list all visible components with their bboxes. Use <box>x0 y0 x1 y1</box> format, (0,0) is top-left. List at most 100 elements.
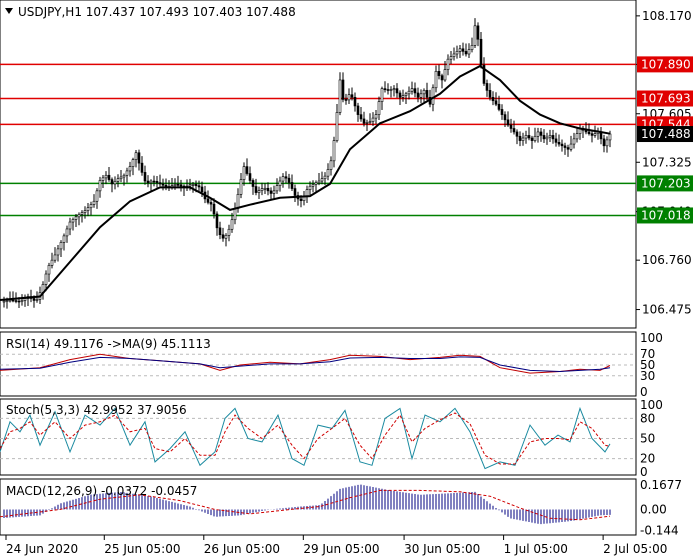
candle-body <box>281 176 285 182</box>
price-layer: 108.170107.890107.605107.325107.040106.7… <box>0 9 693 317</box>
time-tick-label: 29 Jun 05:00 <box>303 542 379 556</box>
candle-body <box>338 79 342 113</box>
candle-body <box>608 133 612 141</box>
candle-body <box>134 152 138 160</box>
candle-body <box>572 138 576 145</box>
time-tick-label: 26 Jun 05:00 <box>204 542 280 556</box>
symbol-triangle-icon <box>5 8 13 14</box>
candle-body <box>71 219 75 223</box>
price-tick-label: 106.475 <box>642 303 692 317</box>
candle-body <box>521 137 525 141</box>
rsi-pane <box>0 331 637 397</box>
candle-body <box>401 95 405 98</box>
candle-body <box>476 25 480 40</box>
candle-body <box>542 135 546 140</box>
candle-body <box>20 300 24 302</box>
candle-body <box>191 184 195 186</box>
candle-body <box>587 131 591 134</box>
level-label: 107.890 <box>641 57 691 71</box>
level-label: 107.203 <box>641 176 691 190</box>
candle-body <box>365 122 369 124</box>
candle-body <box>320 178 324 182</box>
candle-body <box>512 128 516 133</box>
macd-header: MACD(12,26,9) -0.0372 -0.0457 <box>6 484 197 498</box>
candle-body <box>410 88 414 92</box>
candle-body <box>326 169 330 177</box>
candle-body <box>515 131 519 137</box>
stoch-d-line <box>0 412 611 465</box>
candle-body <box>473 25 477 46</box>
candle-body <box>314 182 318 185</box>
current-price-label: 107.488 <box>641 127 691 141</box>
candle-body <box>95 190 99 202</box>
candle-body <box>92 200 96 205</box>
candle-body <box>398 92 402 98</box>
candle-body <box>80 212 84 215</box>
candle-body <box>173 184 177 186</box>
candle-body <box>575 133 579 140</box>
macd-signal-line <box>0 489 611 521</box>
candle-body <box>278 180 282 186</box>
rsi-ma-line <box>0 356 611 373</box>
stoch-tick-label: 80 <box>640 411 655 425</box>
candle-body <box>470 45 474 50</box>
candle-body <box>482 64 486 84</box>
candle-body <box>452 53 456 57</box>
candle-body <box>503 114 507 121</box>
candle-body <box>545 136 549 140</box>
candle-body <box>350 94 354 98</box>
price-tick-label: 108.170 <box>642 9 692 23</box>
candle-body <box>419 93 423 98</box>
candle-body <box>557 142 561 145</box>
candle-body <box>269 190 273 194</box>
candle-body <box>527 135 531 139</box>
candle-body <box>467 49 471 55</box>
candle-body <box>371 117 375 122</box>
candle-body <box>359 114 363 120</box>
candle-body <box>431 87 435 105</box>
price-tick-label: 107.325 <box>642 155 692 169</box>
candle-body <box>35 299 39 301</box>
candle-body <box>68 221 72 230</box>
candle-body <box>383 88 387 90</box>
candle-body <box>2 300 6 303</box>
candle-body <box>143 172 147 182</box>
candle-body <box>77 214 81 218</box>
candle-body <box>518 135 522 141</box>
candle-body <box>554 138 558 143</box>
candle-body <box>209 202 213 205</box>
candle-body <box>458 48 462 52</box>
candle-body <box>65 228 69 237</box>
candle-body <box>605 139 609 147</box>
candle-body <box>254 186 258 193</box>
candle-body <box>107 174 111 180</box>
candle-body <box>131 159 135 167</box>
macd-tick-label: -0.144 <box>640 524 679 538</box>
candle-body <box>236 194 240 209</box>
candle-body <box>47 265 51 275</box>
candle-body <box>122 174 126 178</box>
candle-body <box>329 160 333 170</box>
candle-body <box>224 235 228 239</box>
candle-body <box>272 190 276 194</box>
candle-body <box>113 181 117 185</box>
candle-body <box>227 228 231 236</box>
candle-body <box>455 51 459 55</box>
stoch-header: Stoch(5,3,3) 42.9952 37.9056 <box>6 403 187 417</box>
candle-body <box>347 94 351 101</box>
candle-body <box>86 207 90 211</box>
candle-body <box>494 100 498 105</box>
candle-body <box>17 300 21 303</box>
candle-body <box>317 180 321 184</box>
candle-body <box>377 101 381 115</box>
candle-body <box>323 175 327 180</box>
candle-body <box>449 56 453 60</box>
candle-body <box>212 203 216 215</box>
candle-body <box>353 96 357 107</box>
candle-body <box>245 166 249 174</box>
candle-body <box>509 124 513 129</box>
candle-body <box>152 180 156 183</box>
candle-body <box>356 105 360 115</box>
candle-body <box>422 90 426 95</box>
